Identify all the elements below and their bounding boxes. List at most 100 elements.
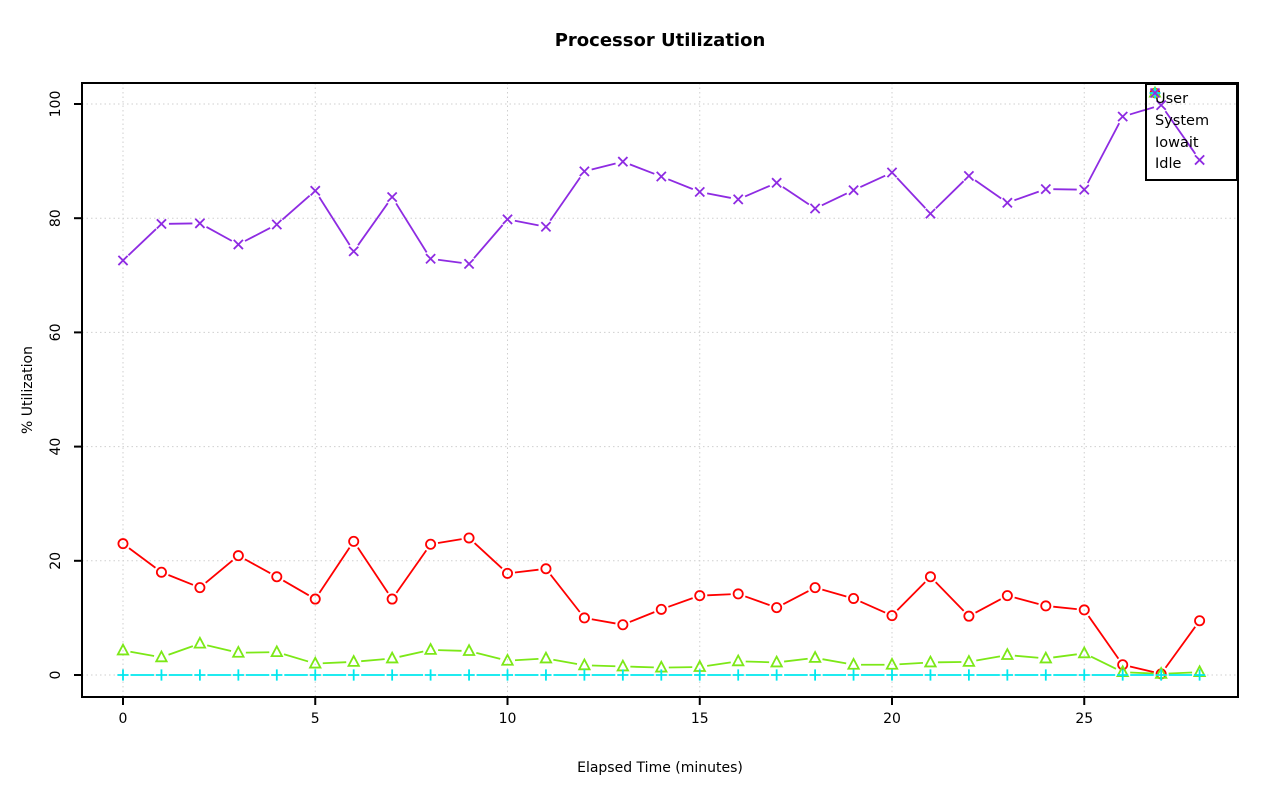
marker-plus <box>1155 669 1167 681</box>
marker-plus <box>1040 669 1052 681</box>
series-segment <box>859 174 886 188</box>
series-segment <box>821 192 848 207</box>
legend-item-idle: Idle <box>1149 87 1236 173</box>
marker-circle <box>848 592 860 604</box>
x-tick-label: 15 <box>691 711 709 727</box>
marker-x <box>194 218 206 229</box>
y-tick-label: 0 <box>48 671 64 680</box>
marker-triangle <box>577 657 592 671</box>
series-segment <box>1087 615 1120 660</box>
marker-plus <box>732 669 744 681</box>
marker-triangle <box>423 642 438 655</box>
marker-triangle <box>1000 647 1015 660</box>
marker-x <box>886 167 898 178</box>
glyph <box>1149 87 1161 99</box>
marker-circle <box>271 571 283 583</box>
marker-plus <box>847 669 860 681</box>
marker-plus <box>425 669 437 681</box>
series-segment <box>244 558 271 574</box>
marker-plus <box>1078 669 1090 681</box>
series-system <box>116 635 1207 679</box>
series-segment <box>899 661 924 666</box>
x-tick-label: 20 <box>883 711 901 727</box>
series-segment <box>860 600 886 614</box>
series-idle <box>117 99 1205 270</box>
series-segment <box>707 661 731 667</box>
marker-x <box>425 253 436 264</box>
series-segment <box>514 657 539 662</box>
marker-x <box>848 184 859 196</box>
series-segment <box>514 219 539 227</box>
marker-circle <box>578 612 590 624</box>
series-segment <box>629 611 655 623</box>
marker-circle <box>694 590 706 602</box>
marker-circle <box>809 582 821 594</box>
series-segment <box>896 581 926 611</box>
series-segment <box>667 178 694 190</box>
marker-circle <box>1194 615 1206 627</box>
marker-triangle <box>116 642 130 656</box>
series-segment <box>168 645 194 656</box>
marker-plus <box>194 669 206 681</box>
marker-x <box>579 166 590 177</box>
marker-triangle <box>154 649 169 663</box>
x-axis-label: Elapsed Time (minutes) <box>577 760 743 776</box>
marker-triangle <box>616 658 630 672</box>
marker-plus <box>809 669 821 681</box>
marker-circle <box>732 588 744 600</box>
series-segment <box>128 547 156 569</box>
marker-triangle <box>385 650 399 664</box>
marker-plus <box>924 669 937 681</box>
series-segment <box>822 658 847 665</box>
series-segment <box>168 574 194 586</box>
series-segment <box>357 547 389 594</box>
marker-circle <box>655 603 667 615</box>
series-segment <box>473 224 504 259</box>
marker-triangle <box>462 643 476 656</box>
marker-x <box>771 177 782 189</box>
series-segment <box>1164 110 1197 155</box>
marker-triangle <box>347 654 361 667</box>
marker-plus <box>963 669 975 681</box>
series-segment <box>822 588 847 598</box>
marker-plus <box>771 669 783 681</box>
series-iowait <box>117 669 1206 681</box>
series-segment <box>282 579 310 597</box>
marker-x <box>310 185 321 197</box>
marker-x <box>963 170 975 182</box>
series-segment <box>1090 655 1117 670</box>
marker-circle <box>617 619 629 631</box>
series-segment <box>974 179 1002 200</box>
series-segment <box>1053 653 1077 659</box>
marker-circle <box>1078 604 1090 616</box>
series-segment <box>707 593 731 597</box>
series-segment <box>935 581 965 612</box>
series-segment <box>437 538 462 544</box>
marker-triangle <box>769 654 784 668</box>
series-user <box>117 532 1206 680</box>
series-segment <box>1014 596 1039 605</box>
marker-x <box>656 171 667 182</box>
y-tick-label: 80 <box>48 209 64 227</box>
legend-label: System <box>1155 112 1210 129</box>
series-segment <box>361 658 385 663</box>
series-segment <box>206 226 233 242</box>
y-tick-label: 60 <box>48 323 64 341</box>
marker-x <box>1155 99 1167 111</box>
marker-plus <box>1194 669 1206 681</box>
marker-triangle <box>962 654 976 667</box>
marker-x <box>233 239 244 250</box>
series-segment <box>1168 671 1193 675</box>
marker-triangle <box>885 657 899 670</box>
series-segment <box>395 549 428 594</box>
marker-circle <box>963 610 975 622</box>
marker-plus <box>271 669 283 681</box>
marker-x <box>1002 197 1013 209</box>
marker-x <box>502 214 513 225</box>
x-tick-label: 10 <box>499 711 517 727</box>
marker-circle <box>155 566 167 578</box>
series-segment <box>1086 122 1121 184</box>
legend-label: User <box>1155 91 1189 108</box>
y-tick-label: 100 <box>48 91 64 118</box>
marker-circle <box>540 563 552 575</box>
